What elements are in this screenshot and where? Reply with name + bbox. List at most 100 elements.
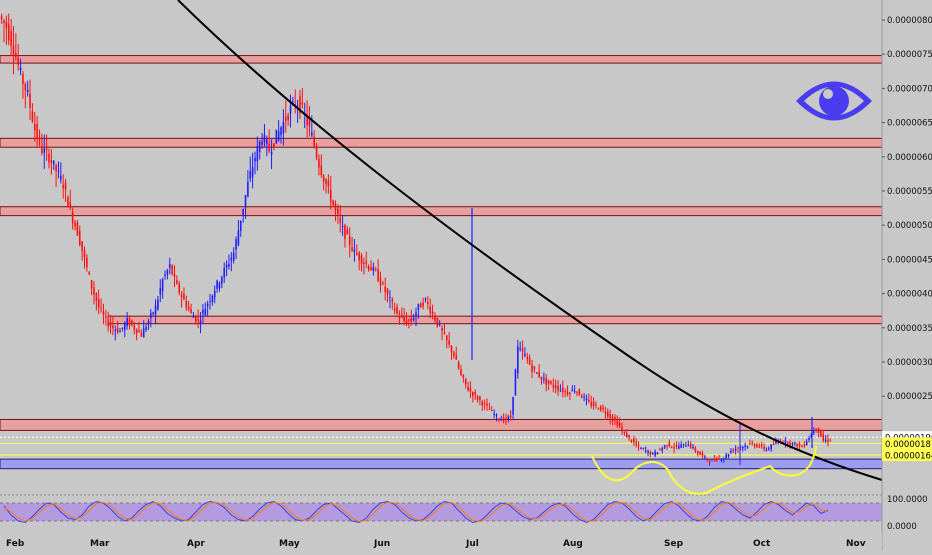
bear-candle [173,274,176,277]
bull-candle [282,121,285,134]
bear-candle [670,446,673,448]
bear-candle [31,111,34,122]
resistance-zone [107,315,883,325]
bull-candle [417,303,420,311]
bear-candle [630,439,633,442]
bull-candle [794,442,796,444]
bear-candle [488,408,491,410]
bear-candle [107,321,109,327]
bull-candle [438,324,441,326]
bull-candle [768,448,770,450]
bear-candle [718,458,720,460]
bear-candle [41,146,43,154]
bull-candle [495,414,498,416]
bear-candle [313,136,315,147]
bear-candle [102,311,105,315]
bull-candle [720,459,723,461]
bull-candle [154,305,157,315]
price-label: 0.00000164 [885,452,932,462]
bull-candle [680,444,682,448]
bear-candle [180,294,183,298]
bull-candle [651,452,654,454]
bear-candle [86,257,88,268]
bull-candle [692,447,694,449]
bear-candle [74,222,76,227]
bull-candle [157,299,159,310]
bull-candle [289,105,292,114]
bear-candle [38,137,41,139]
bear-candle [78,230,81,245]
bear-candle [502,417,505,423]
bear-candle [540,376,543,380]
bull-candle [775,441,777,444]
bull-candle [121,327,124,329]
bear-candle [737,447,739,449]
bear-candle [666,445,668,447]
bull-candle [237,230,240,246]
bear-candle [533,366,536,370]
bear-candle [820,429,822,437]
bear-candle [351,247,353,251]
bear-candle [93,287,95,295]
bear-candle [576,391,578,393]
bear-candle [668,442,671,447]
bull-candle [114,329,117,331]
bear-candle [595,404,597,406]
eye-highlight [823,89,833,99]
bear-candle [481,401,484,406]
bear-candle [346,229,349,235]
bear-candle [689,443,692,448]
bear-candle [538,371,540,378]
bear-candle [391,299,394,302]
bull-candle [26,89,29,93]
price-label-bg [882,437,932,450]
bear-candle [112,325,114,329]
bull-candle [254,157,256,162]
bear-candle [521,348,524,352]
bear-candle [7,24,10,41]
bear-candle [365,261,368,264]
bear-candle [476,396,479,400]
bull-candle [412,318,415,321]
bull-candle [230,257,233,261]
bull-candle [519,348,521,350]
oscillator-band [0,503,882,521]
bull-candle [168,264,171,268]
bear-candle [374,269,377,271]
bear-candle [322,175,325,182]
bull-candle [765,449,768,451]
bear-candle [185,300,188,308]
bear-candle [131,320,133,326]
bear-candle [633,438,635,443]
bull-candle [161,279,164,291]
bull-candle [216,280,218,289]
bull-candle [311,132,313,136]
bull-candle [543,378,545,380]
bull-candle [221,276,223,284]
bear-candle [566,391,569,395]
bull-candle [206,303,209,307]
bear-candle [356,252,358,255]
bull-candle [704,456,706,458]
bear-candle [817,427,820,434]
bear-candle [479,396,481,401]
bull-candle [512,396,514,415]
bear-candle [190,308,192,313]
bear-candle [829,440,832,442]
bull-candle [277,130,280,140]
bear-candle [756,444,758,447]
bear-candle [315,147,318,158]
bull-candle [218,282,221,289]
bear-candle [400,314,403,317]
bear-candle [45,146,48,151]
bear-candle [557,385,559,391]
bear-candle [360,255,363,264]
bear-candle [453,352,455,357]
bear-candle [403,316,405,321]
bull-candle [741,446,744,449]
